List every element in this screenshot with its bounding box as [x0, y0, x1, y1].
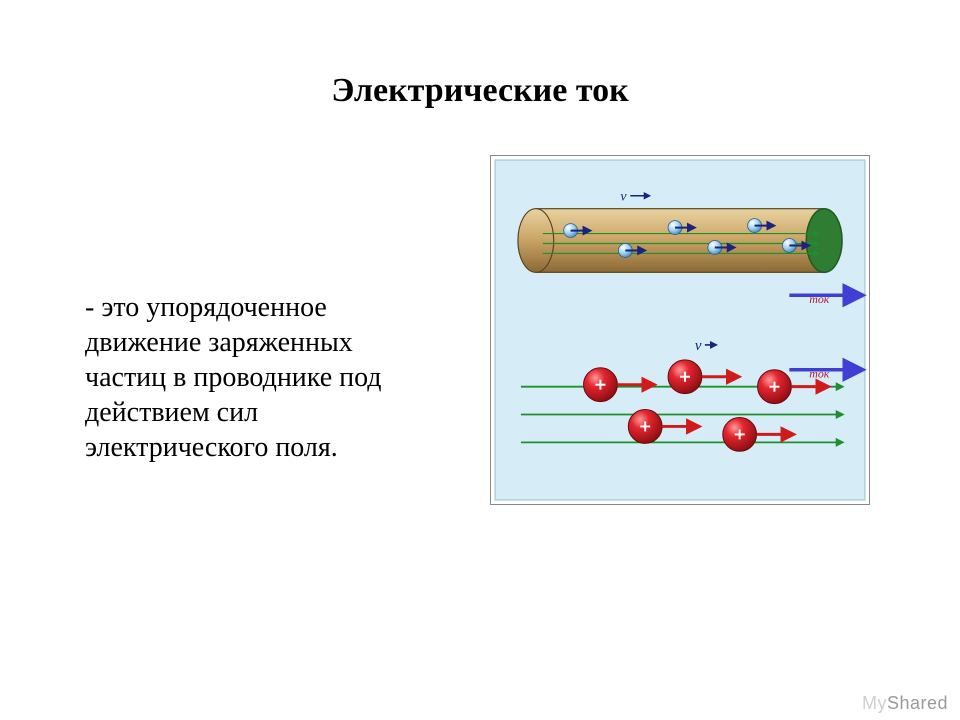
- watermark-my: My: [862, 693, 887, 713]
- watermark-shared: Shared: [887, 693, 948, 713]
- svg-text:ток: ток: [809, 292, 830, 306]
- svg-text:v: v: [695, 338, 702, 354]
- page-title: Электрические ток: [0, 72, 960, 110]
- diagram-frame: v ток ток v: [490, 155, 870, 505]
- electric-current-diagram: v ток ток v: [491, 156, 869, 504]
- svg-text:v: v: [620, 190, 627, 205]
- definition-text: - это упорядоченное движение заряженных …: [85, 290, 425, 465]
- svg-text:ток: ток: [809, 367, 830, 381]
- watermark: MyShared: [862, 693, 948, 714]
